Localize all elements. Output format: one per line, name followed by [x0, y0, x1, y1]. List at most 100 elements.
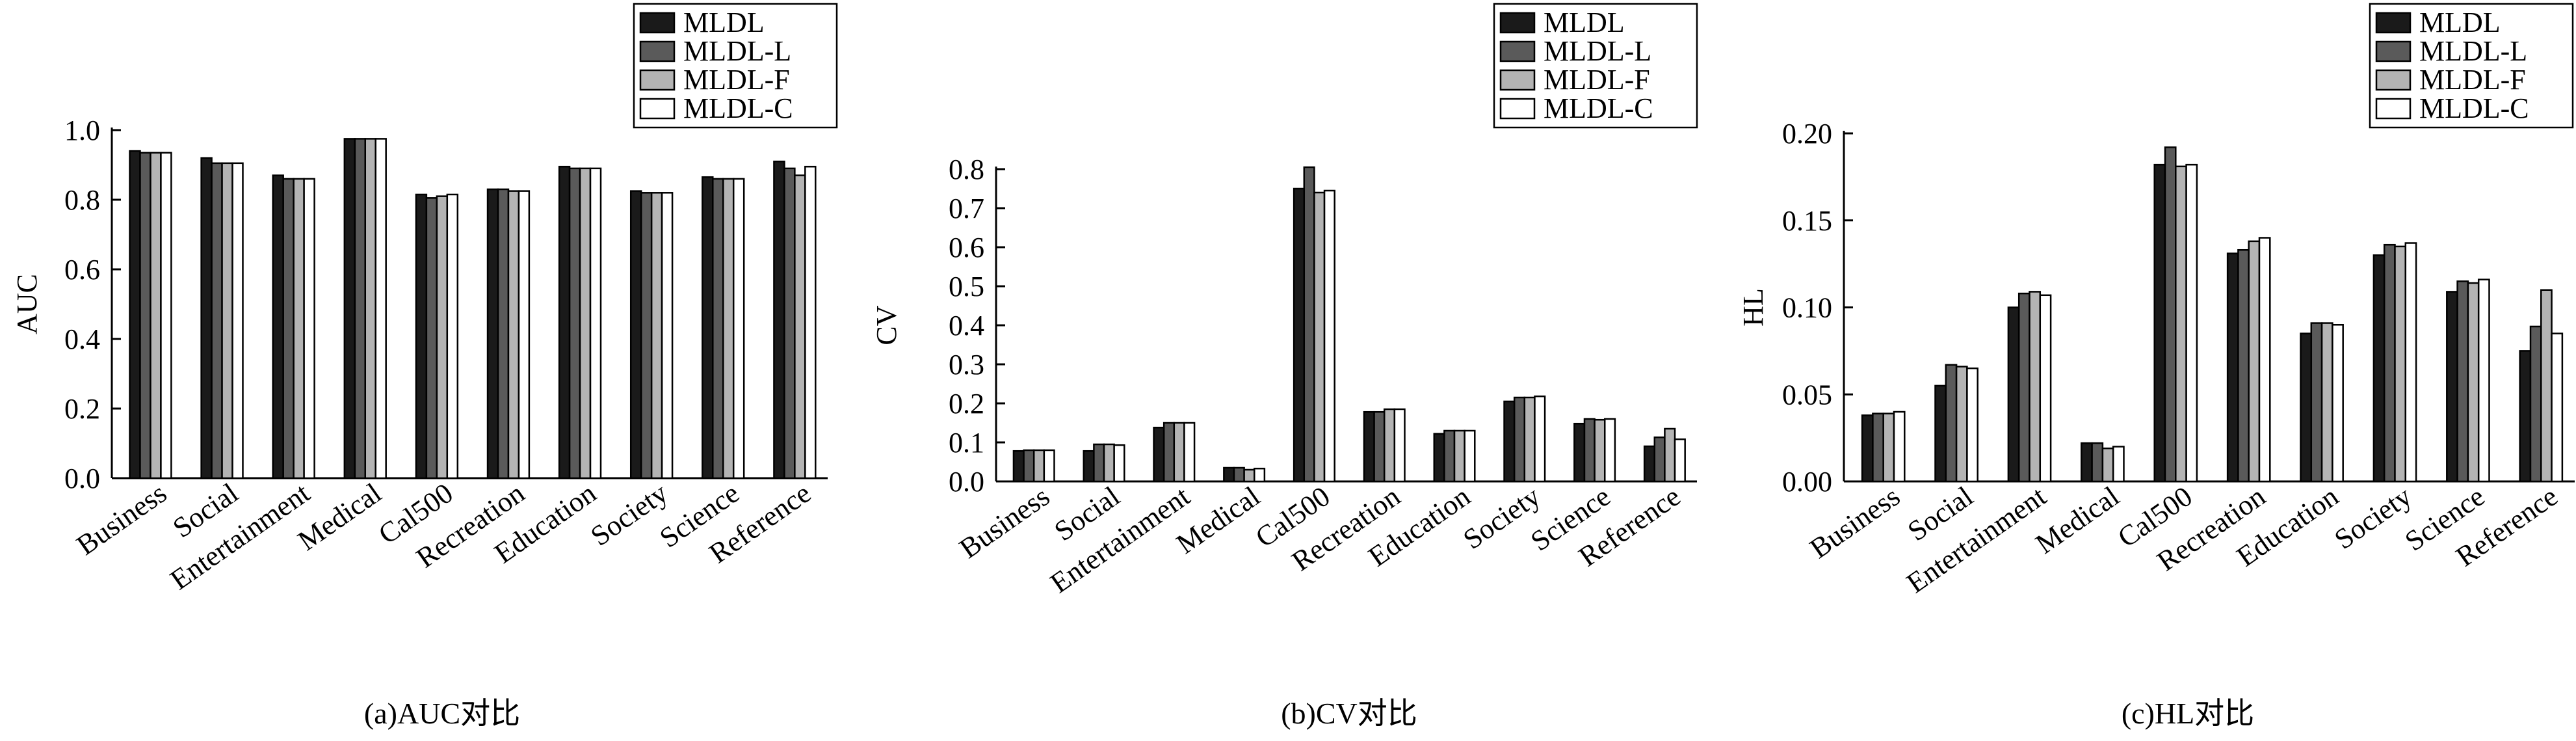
legend-label: MLDL: [683, 7, 765, 38]
legend-swatch: [1499, 12, 1536, 34]
legend-swatch: [639, 12, 676, 34]
bar-mldl-c: [2551, 332, 2564, 483]
bar-mldl-l: [2091, 442, 2104, 483]
bar-mldl: [1643, 445, 1656, 483]
bar-mldl-l: [783, 167, 796, 479]
bar-mldl-c: [231, 162, 244, 479]
bar-mldl-l: [1583, 418, 1596, 483]
chart-caption: (a)AUC对比: [364, 697, 520, 730]
bar-mldl: [272, 174, 284, 479]
bar-mldl: [629, 190, 642, 479]
bar-mldl-l: [354, 138, 367, 479]
bar-mldl: [2081, 442, 2093, 483]
bar-mldl-f: [2320, 322, 2333, 483]
bar-mldl-f: [1523, 396, 1536, 483]
legend-label: MLDL: [1544, 7, 1625, 38]
bar-mldl: [773, 160, 785, 479]
bar-mldl: [200, 157, 213, 479]
bar-mldl-l: [425, 197, 438, 479]
chart-panel-3: 0.000.050.100.150.20HLBusinessSocialEnte…: [1737, 3, 2575, 730]
bar-mldl-f: [436, 195, 449, 479]
bar-mldl-f: [2540, 289, 2553, 483]
legend-swatch: [639, 69, 676, 91]
y-tick-label: 0.7: [949, 193, 984, 224]
y-tick-label: 0.15: [1782, 205, 1832, 237]
bar-mldl-l: [2017, 292, 2031, 483]
bar-mldl: [1363, 411, 1375, 483]
bar-mldl: [2446, 291, 2458, 483]
y-tick-label: 0.05: [1782, 379, 1832, 411]
y-tick-label: 0.10: [1782, 292, 1832, 324]
bar-mldl-l: [568, 167, 581, 479]
y-tick-label: 1.0: [64, 115, 100, 146]
bar-mldl: [1433, 433, 1445, 483]
legend-label: MLDL-L: [2419, 35, 2527, 67]
bar-mldl-f: [1383, 408, 1396, 483]
bar-mldl-f: [1594, 418, 1606, 483]
bar-mldl: [1861, 414, 1874, 483]
legend-swatch: [639, 40, 676, 62]
y-tick-label: 0.0: [64, 463, 100, 494]
bar-mldl-l: [1373, 411, 1386, 483]
bar-mldl-c: [2404, 242, 2417, 483]
bar-mldl-c: [1113, 444, 1125, 483]
y-tick-label: 0.8: [949, 154, 984, 185]
bar-mldl: [1012, 450, 1025, 483]
bar-mldl-c: [1966, 367, 1978, 483]
y-tick-label: 0.4: [64, 323, 100, 355]
chart-caption: (b)CV对比: [1281, 697, 1417, 730]
chart-panel-1: 0.00.20.40.60.81.0AUCBusinessSocialEnter…: [11, 3, 838, 730]
bar-mldl-c: [1043, 449, 1055, 483]
bar-mldl-c: [2477, 278, 2490, 483]
bar-mldl-l: [2310, 322, 2323, 483]
bar-mldl: [2007, 306, 2020, 483]
bar-mldl: [343, 138, 356, 479]
y-tick-label: 0.20: [1782, 118, 1832, 150]
bar-mldl-l: [2383, 243, 2396, 483]
legend-swatch: [2375, 40, 2412, 62]
bar-mldl-f: [2394, 245, 2407, 483]
bar-mldl-l: [1513, 396, 1526, 483]
bar-mldl: [2372, 254, 2385, 483]
bar-mldl-c: [160, 152, 172, 479]
legend-swatch: [639, 98, 676, 120]
x-tick-label: Society: [1458, 480, 1546, 556]
bar-mldl-f: [1664, 427, 1676, 483]
legend-label: MLDL-L: [1544, 35, 1651, 67]
chart-panel-2: 0.00.10.20.30.40.50.60.70.8CVBusinessSoc…: [871, 3, 1698, 730]
bar-mldl-f: [1313, 191, 1326, 483]
bar-mldl-c: [303, 178, 315, 479]
bar-mldl-f: [1103, 443, 1115, 483]
bar-mldl-c: [732, 178, 745, 479]
y-tick-label: 0.3: [949, 349, 984, 381]
y-tick-label: 0.00: [1782, 466, 1832, 498]
bar-mldl-f: [1173, 422, 1185, 483]
bar-mldl-f: [150, 152, 162, 479]
bar-mldl-l: [640, 192, 653, 479]
y-tick-label: 0.2: [949, 388, 984, 420]
bar-mldl-l: [139, 152, 151, 479]
bar-mldl-c: [2332, 324, 2344, 483]
bar-mldl-l: [2456, 280, 2469, 483]
bar-mldl-f: [579, 167, 592, 479]
bar-mldl: [1503, 400, 1516, 483]
y-tick-label: 0.8: [64, 184, 100, 216]
bar-mldl-f: [1882, 412, 1895, 483]
bar-mldl: [1223, 466, 1235, 483]
legend-label: MLDL-F: [2419, 64, 2526, 96]
bar-mldl-l: [712, 178, 724, 479]
legend-swatch: [1499, 69, 1536, 91]
bar-mldl-l: [2164, 146, 2177, 483]
bar-mldl-c: [1674, 438, 1686, 483]
bar-mldl-f: [507, 190, 520, 479]
bar-mldl-c: [1464, 429, 1476, 483]
bar-mldl-f: [293, 178, 305, 479]
bar-mldl-l: [2237, 249, 2250, 483]
bar-mldl-c: [375, 138, 387, 479]
bar-mldl-f: [650, 192, 663, 479]
bar-mldl-f: [2101, 447, 2114, 483]
bar-mldl-f: [364, 138, 376, 479]
